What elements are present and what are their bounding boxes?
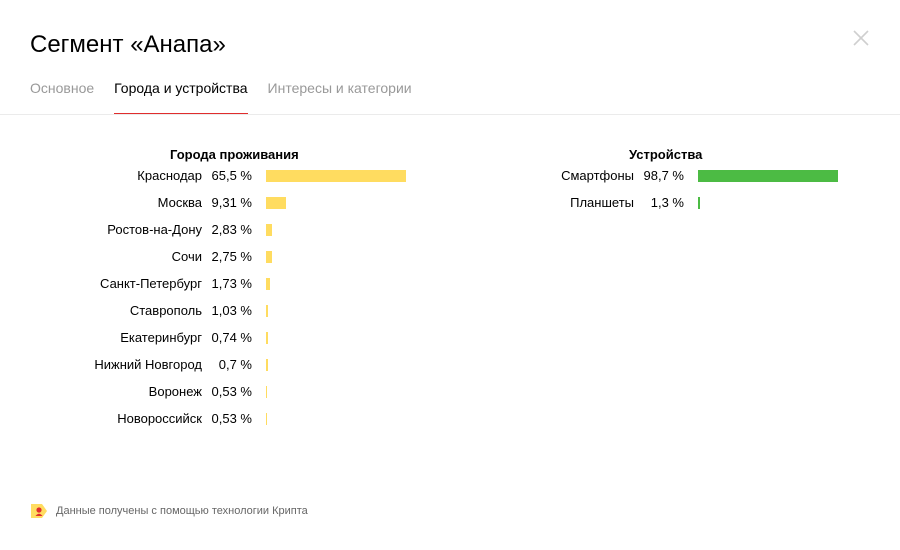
devices-row-percent: 98,7 % <box>643 168 684 183</box>
cities-row: Нижний Новгород 0,7 % <box>0 355 416 375</box>
cities-row-name: Ростов-на-Дону <box>107 222 202 237</box>
cities-row-name: Новороссийск <box>117 411 202 426</box>
devices-row-name: Планшеты <box>570 195 634 210</box>
cities-row: Екатеринбург 0,74 % <box>0 328 416 348</box>
cities-row-bar <box>266 359 268 371</box>
devices-row-percent: 1,3 % <box>650 195 684 210</box>
devices-row: Планшеты 1,3 % <box>0 193 848 213</box>
cities-row-name: Сочи <box>171 249 202 264</box>
cities-row-percent: 1,73 % <box>211 276 252 291</box>
cities-row-bar <box>266 332 268 344</box>
cities-row-name: Санкт-Петербург <box>100 276 202 291</box>
cities-row-percent: 0,53 % <box>211 384 252 399</box>
cities-panel: Города проживания Краснодар 65,5 % Москва 9… <box>0 0 450 450</box>
cities-row: Ставрополь 1,03 % <box>0 301 416 321</box>
cities-row-bar <box>266 305 269 317</box>
close-icon[interactable] <box>852 29 870 47</box>
devices-row-name: Смартфоны <box>561 168 634 183</box>
cities-row-percent: 2,83 % <box>211 222 252 237</box>
cities-row-bar <box>266 197 286 209</box>
tab-bar: Основное Города и устройства Интересы и … <box>30 80 412 115</box>
krypta-logo-icon <box>31 504 47 518</box>
cities-row: Сочи 2,75 % <box>0 247 416 267</box>
cities-row-bar <box>266 251 272 263</box>
cities-row-bar <box>266 224 272 236</box>
tab-interests-categories[interactable]: Интересы и категории <box>267 80 412 96</box>
devices-row-bar <box>698 170 838 182</box>
cities-row: Ростов-на-Дону 2,83 % <box>0 220 416 240</box>
footer-note: Данные получены с помощью технологии Кри… <box>56 505 308 517</box>
cities-row-percent: 9,31 % <box>211 195 252 210</box>
cities-row-percent: 0,53 % <box>211 411 252 426</box>
devices-row-bar <box>698 197 700 209</box>
footer: Данные получены с помощью технологии Кри… <box>30 501 308 521</box>
cities-row-percent: 65,5 % <box>211 168 252 183</box>
cities-row-name: Екатеринбург <box>120 330 202 345</box>
cities-row-name: Москва <box>157 195 202 210</box>
cities-row-percent: 1,03 % <box>211 303 252 318</box>
devices-panel: Устройства Смартфоны 98,7 % Планшеты 1,3 % <box>0 147 848 213</box>
cities-row-percent: 0,74 % <box>211 330 252 345</box>
cities-row: Санкт-Петербург 1,73 % <box>0 274 416 294</box>
cities-row: Воронеж 0,53 % <box>0 382 416 402</box>
cities-row: Москва 9,31 % <box>0 193 416 213</box>
cities-row-name: Краснодар <box>137 168 202 183</box>
cities-row: Новороссийск 0,53 % <box>0 409 416 429</box>
cities-row-bar <box>266 413 268 425</box>
cities-row: Краснодар 65,5 % <box>0 166 416 186</box>
devices-title: Устройства <box>629 147 703 162</box>
cities-row-percent: 2,75 % <box>211 249 252 264</box>
tab-main[interactable]: Основное <box>30 80 95 96</box>
cities-row-name: Ставрополь <box>129 303 202 318</box>
tabs-divider <box>0 114 900 115</box>
cities-row-bar <box>266 170 406 182</box>
modal-title: Сегмент «Анапа» <box>30 31 226 58</box>
cities-title: Города проживания <box>170 147 299 162</box>
cities-row-percent: 0,7 % <box>218 357 252 372</box>
cities-row-name: Нижний Новгород <box>94 357 202 372</box>
cities-row-name: Воронеж <box>148 384 202 399</box>
cities-row-bar <box>266 278 270 290</box>
devices-row: Смартфоны 98,7 % <box>0 166 848 186</box>
cities-row-bar <box>266 386 268 398</box>
